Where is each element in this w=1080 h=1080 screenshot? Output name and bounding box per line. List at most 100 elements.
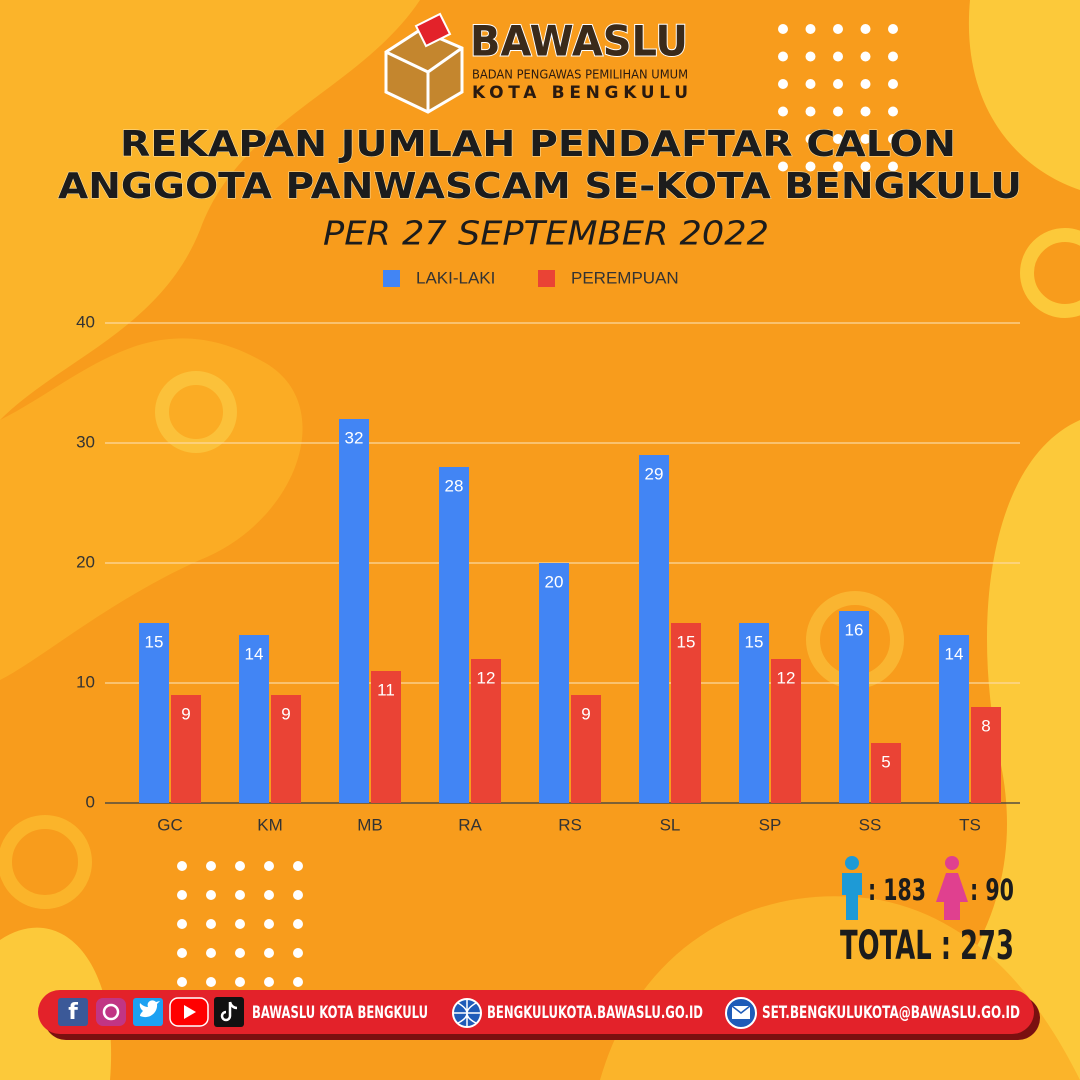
- dot: [235, 890, 245, 900]
- y-tick-label: 30: [76, 432, 95, 451]
- bar: [139, 623, 169, 803]
- dot: [860, 106, 871, 117]
- dot: [833, 79, 843, 89]
- dot: [833, 161, 843, 172]
- dot: [206, 861, 216, 871]
- dot: [833, 24, 843, 34]
- dot: [805, 161, 816, 172]
- legend-swatch: [383, 270, 400, 287]
- male-total: : 183: [868, 873, 926, 907]
- dot: [235, 919, 245, 929]
- dot: [833, 134, 843, 144]
- x-tick-label: RA: [458, 815, 482, 834]
- footer-website: BENGKULUKOTA.BAWASLU.GO.ID: [487, 1003, 703, 1023]
- bar: [639, 455, 669, 803]
- blob: [968, 0, 1080, 190]
- value-label: 32: [345, 428, 364, 447]
- bar: [539, 563, 569, 803]
- bar: [271, 695, 301, 803]
- value-label: 11: [377, 680, 395, 699]
- ring: [0, 815, 92, 909]
- chart-title: REKAPAN JUMLAH PENDAFTAR CALON: [120, 124, 956, 165]
- facebook-icon: [58, 998, 88, 1026]
- dot: [805, 134, 816, 144]
- bar: [371, 671, 401, 803]
- logo-city: KOTA BENGKULU: [472, 83, 688, 103]
- legend-label: PEREMPUAN: [571, 268, 679, 287]
- bar: [339, 419, 369, 803]
- x-tick-label: SS: [859, 815, 882, 834]
- value-label: 12: [477, 668, 496, 687]
- dot: [206, 890, 216, 900]
- y-tick-label: 0: [86, 792, 95, 811]
- dot: [860, 134, 871, 144]
- dot: [177, 948, 187, 958]
- dot: [888, 161, 898, 172]
- dot: [778, 51, 788, 62]
- grand-total: TOTAL : 273: [840, 923, 1014, 969]
- dot: [888, 79, 898, 89]
- bar: [739, 623, 769, 803]
- legend-swatch: [538, 270, 555, 287]
- x-tick-label: TS: [959, 815, 981, 834]
- bar: [471, 659, 501, 803]
- dot: [293, 919, 303, 929]
- bar: [239, 635, 269, 803]
- dot: [293, 977, 303, 987]
- value-label: 20: [545, 572, 564, 591]
- legend-label: LAKI-LAKI: [416, 268, 495, 287]
- blob: [860, 420, 1080, 1080]
- dot: [177, 890, 187, 900]
- value-label: 8: [981, 716, 990, 735]
- dot: [235, 948, 245, 958]
- dot: [177, 919, 187, 929]
- dot: [293, 861, 303, 871]
- dot: [888, 51, 898, 62]
- dot: [888, 134, 898, 144]
- footer: f BAWASLU KOTA BENGKULU BENGKULUKOTA.BAW…: [38, 990, 1040, 1040]
- dot: [177, 977, 187, 987]
- bar: [571, 695, 601, 803]
- dot: [778, 79, 788, 89]
- bar: [771, 659, 801, 803]
- dot: [235, 861, 245, 871]
- value-label: 15: [145, 632, 164, 651]
- dot: [805, 79, 816, 89]
- dot: [888, 106, 898, 117]
- dot: [235, 977, 245, 987]
- dot: [833, 51, 843, 62]
- value-label: 14: [945, 644, 964, 663]
- ring: [1020, 228, 1080, 318]
- value-label: 9: [581, 704, 590, 723]
- footer-email: SET.BENGKULUKOTA@BAWASLU.GO.ID: [762, 1003, 1020, 1023]
- value-label: 15: [745, 632, 764, 651]
- ring: [155, 371, 237, 453]
- y-tick-label: 10: [76, 672, 95, 691]
- dot: [860, 51, 871, 62]
- dot: [805, 24, 816, 34]
- dot-pattern: [177, 24, 898, 1016]
- footer-social: BAWASLU KOTA BENGKULU: [252, 1003, 428, 1023]
- dot: [833, 106, 843, 117]
- dot: [778, 24, 788, 34]
- dot: [860, 24, 871, 34]
- bar: [439, 467, 469, 803]
- dot: [206, 948, 216, 958]
- bar: [171, 695, 201, 803]
- dot: [778, 134, 788, 144]
- bar: [871, 743, 901, 803]
- y-tick-label: 40: [76, 312, 95, 331]
- dot: [293, 890, 303, 900]
- chart-subtitle: PER 27 SEPTEMBER 2022: [323, 214, 769, 253]
- dot: [860, 161, 871, 172]
- dot: [888, 24, 898, 34]
- x-tick-label: RS: [558, 815, 582, 834]
- x-tick-label: SP: [759, 815, 782, 834]
- dot: [778, 161, 788, 172]
- dot: [206, 919, 216, 929]
- dot: [264, 919, 274, 929]
- female-icon: [936, 856, 968, 920]
- logo-name: BAWASLU: [470, 17, 688, 66]
- female-total: : 90: [970, 873, 1014, 907]
